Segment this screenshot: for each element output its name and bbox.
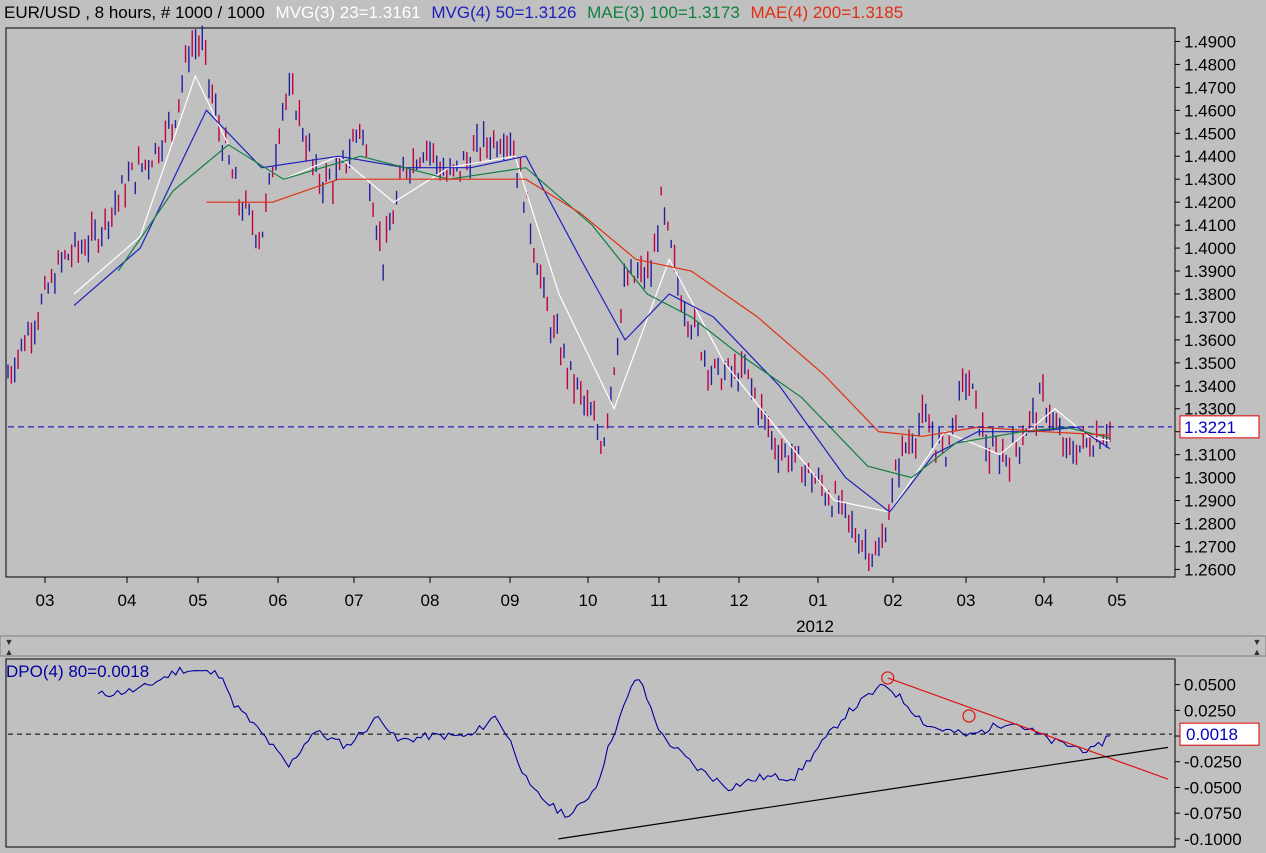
price-tick-label: 1.3500 <box>1184 354 1236 373</box>
dpo-tick-label: 0.0500 <box>1184 676 1236 695</box>
time-tick-label: 04 <box>118 591 137 610</box>
time-tick-label: 03 <box>36 591 55 610</box>
dpo-current-label: 0.0018 <box>1186 725 1238 744</box>
price-tick-label: 1.4800 <box>1184 55 1236 74</box>
time-tick-label: 07 <box>345 591 364 610</box>
price-tick-label: 1.4400 <box>1184 147 1236 166</box>
time-tick-label: 06 <box>269 591 288 610</box>
panel-bottom-right-handle-icon[interactable]: ▲ <box>1252 647 1262 657</box>
trendline-support[interactable] <box>558 746 1169 840</box>
price-tick-label: 1.3700 <box>1184 308 1236 327</box>
trendline-marker[interactable] <box>881 671 895 685</box>
price-tick-label: 1.4000 <box>1184 239 1236 258</box>
price-tick-label: 1.3600 <box>1184 331 1236 350</box>
time-tick-label: 05 <box>189 591 208 610</box>
time-axis: 03 04 05 06 07 08 09 10 11 12 01 02 03 04 05 2012 <box>36 577 1127 636</box>
legend-mvg4: MVG(4) 50=1.3126 <box>431 3 577 22</box>
current-price-label: 1.3221 <box>1184 418 1236 437</box>
legend-mae3: MAE(3) 100=1.3173 <box>587 3 740 22</box>
price-plot-area <box>5 27 1176 578</box>
dpo-tick-label: -0.1000 <box>1184 830 1242 849</box>
dpo-line <box>97 666 1111 819</box>
panel-top-right-handle-icon[interactable]: ▼ <box>1252 637 1262 647</box>
price-tick-label: 1.3400 <box>1184 377 1236 396</box>
time-tick-label: 02 <box>884 591 903 610</box>
chart-legend: EUR/USD , 8 hours, # 1000 / 1000 MVG(3) … <box>4 3 903 23</box>
price-tick-label: 1.3100 <box>1184 446 1236 465</box>
trendline-resistance[interactable] <box>887 677 1169 780</box>
price-tick-label: 1.3800 <box>1184 285 1236 304</box>
year-label: 2012 <box>796 617 834 636</box>
dpo-tick-label: -0.0750 <box>1184 804 1242 823</box>
time-tick-label: 10 <box>579 591 598 610</box>
dpo-axis: 0.05000.02500.0000-0.0250-0.0500-0.0750-… <box>1175 676 1242 849</box>
dpo-trendlines <box>558 671 1169 840</box>
time-tick-label: 08 <box>421 591 440 610</box>
time-tick-label: 04 <box>1035 591 1054 610</box>
price-tick-label: 1.4200 <box>1184 193 1236 212</box>
price-tick-label: 1.4500 <box>1184 124 1236 143</box>
price-tick-label: 1.4900 <box>1184 32 1236 51</box>
price-axis: 1.4900 1.4800 1.4700 1.4600 1.4500 1.4400 1.43… <box>1175 32 1236 579</box>
symbol-info: EUR/USD , 8 hours, # 1000 / 1000 <box>4 3 265 22</box>
price-tick-label: 1.2800 <box>1184 515 1236 534</box>
legend-mvg3: MVG(3) 23=1.3161 <box>275 3 421 22</box>
price-tick-label: 1.4300 <box>1184 170 1236 189</box>
legend-mae4: MAE(4) 200=1.3185 <box>750 3 904 22</box>
price-tick-label: 1.4700 <box>1184 78 1236 97</box>
dpo-legend: DPO(4) 80=0.0018 <box>6 662 150 681</box>
time-tick-label: 01 <box>809 591 828 610</box>
moving-averages <box>73 74 1111 513</box>
time-tick-label: 03 <box>957 591 976 610</box>
dpo-tick-label: -0.0250 <box>1184 753 1242 772</box>
price-tick-label: 1.4100 <box>1184 216 1236 235</box>
current-price-box <box>1179 415 1260 439</box>
time-tick-label: 05 <box>1108 591 1127 610</box>
trendline-marker[interactable] <box>962 709 976 723</box>
price-tick-label: 1.2900 <box>1184 492 1236 511</box>
time-tick-label: 12 <box>730 591 749 610</box>
panel-top-left-handle-icon[interactable]: ▼ <box>4 637 14 647</box>
ma-line <box>117 144 1111 479</box>
price-tick-label: 1.2600 <box>1184 560 1236 579</box>
panel-bottom-left-handle-icon[interactable]: ▲ <box>4 647 14 657</box>
time-tick-label: 09 <box>501 591 520 610</box>
dpo-plot-area <box>5 658 1176 848</box>
dpo-tick-label: 0.0250 <box>1184 701 1236 720</box>
ma-line <box>206 178 1111 437</box>
ma-line <box>73 109 1111 513</box>
panel-separator[interactable] <box>0 635 1266 657</box>
dpo-tick-label: -0.0500 <box>1184 778 1242 797</box>
price-tick-label: 1.3900 <box>1184 262 1236 281</box>
price-tick-label: 1.3000 <box>1184 469 1236 488</box>
price-tick-label: 1.2700 <box>1184 537 1236 556</box>
price-tick-label: 1.3300 <box>1184 400 1236 419</box>
dpo-current-box <box>1179 722 1260 746</box>
price-tick-label: 1.4600 <box>1184 101 1236 120</box>
dpo-series <box>97 666 1111 819</box>
time-tick-label: 11 <box>650 591 668 610</box>
